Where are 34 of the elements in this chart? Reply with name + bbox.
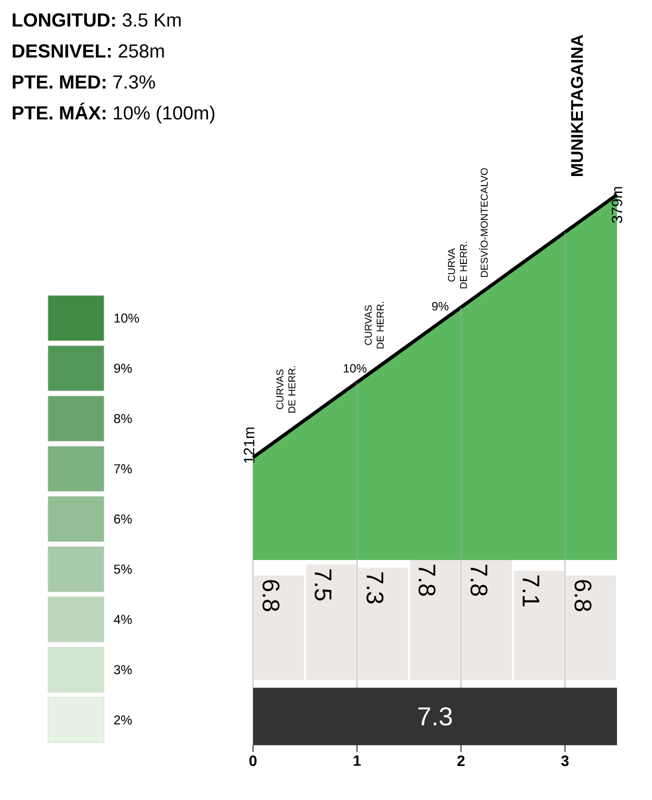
text: DESNIVEL: 258m [12,44,164,58]
color-bar-label: 5% [114,564,132,574]
data-label: 7.5 [314,569,332,600]
annotation: CURVAS DE HERR. [276,366,296,413]
color-bar-label: 9% [114,364,132,373]
x-tick-label: 1 [354,756,361,766]
data-label: 379m [612,187,622,223]
color-bar-label: 7% [114,464,132,474]
text: PTE. MED: 7.3% [12,75,155,89]
data-label: 6.8 [574,580,592,612]
annotation: MUNIKETAGAINA [571,34,584,176]
annotation: 9% [432,302,448,310]
annotation: CURVAS DE HERR. [364,302,384,348]
x-tick-label: 3 [561,756,569,766]
color-bar-label: 6% [114,514,132,524]
data-label: 7.3 [366,572,384,604]
color-bar-label: 10% [114,314,139,323]
data-label: 7.8 [470,564,488,596]
data-label: 7.8 [418,564,436,596]
color-bar-label: 8% [114,414,132,424]
data-label: 121m [244,428,254,463]
text: LONGITUD: 3.5 Km [12,13,181,27]
color-bar-label: 3% [114,665,132,674]
annotation: CURVA DE HERR. [448,242,467,288]
color-bar-label: 4% [114,614,132,624]
text: PTE. MÁX: 10% (100m) [12,102,214,124]
data-label: 7.1 [522,576,540,606]
text: 7.3 [418,707,452,726]
data-label: 6.8 [262,580,280,612]
x-tick-label: 2 [457,756,465,766]
annotation: 10% [344,364,366,373]
annotation: DESVÍO-MONTECALVO [479,168,488,277]
x-tick-label: 0 [249,756,257,766]
color-bar-label: 2% [114,715,132,724]
